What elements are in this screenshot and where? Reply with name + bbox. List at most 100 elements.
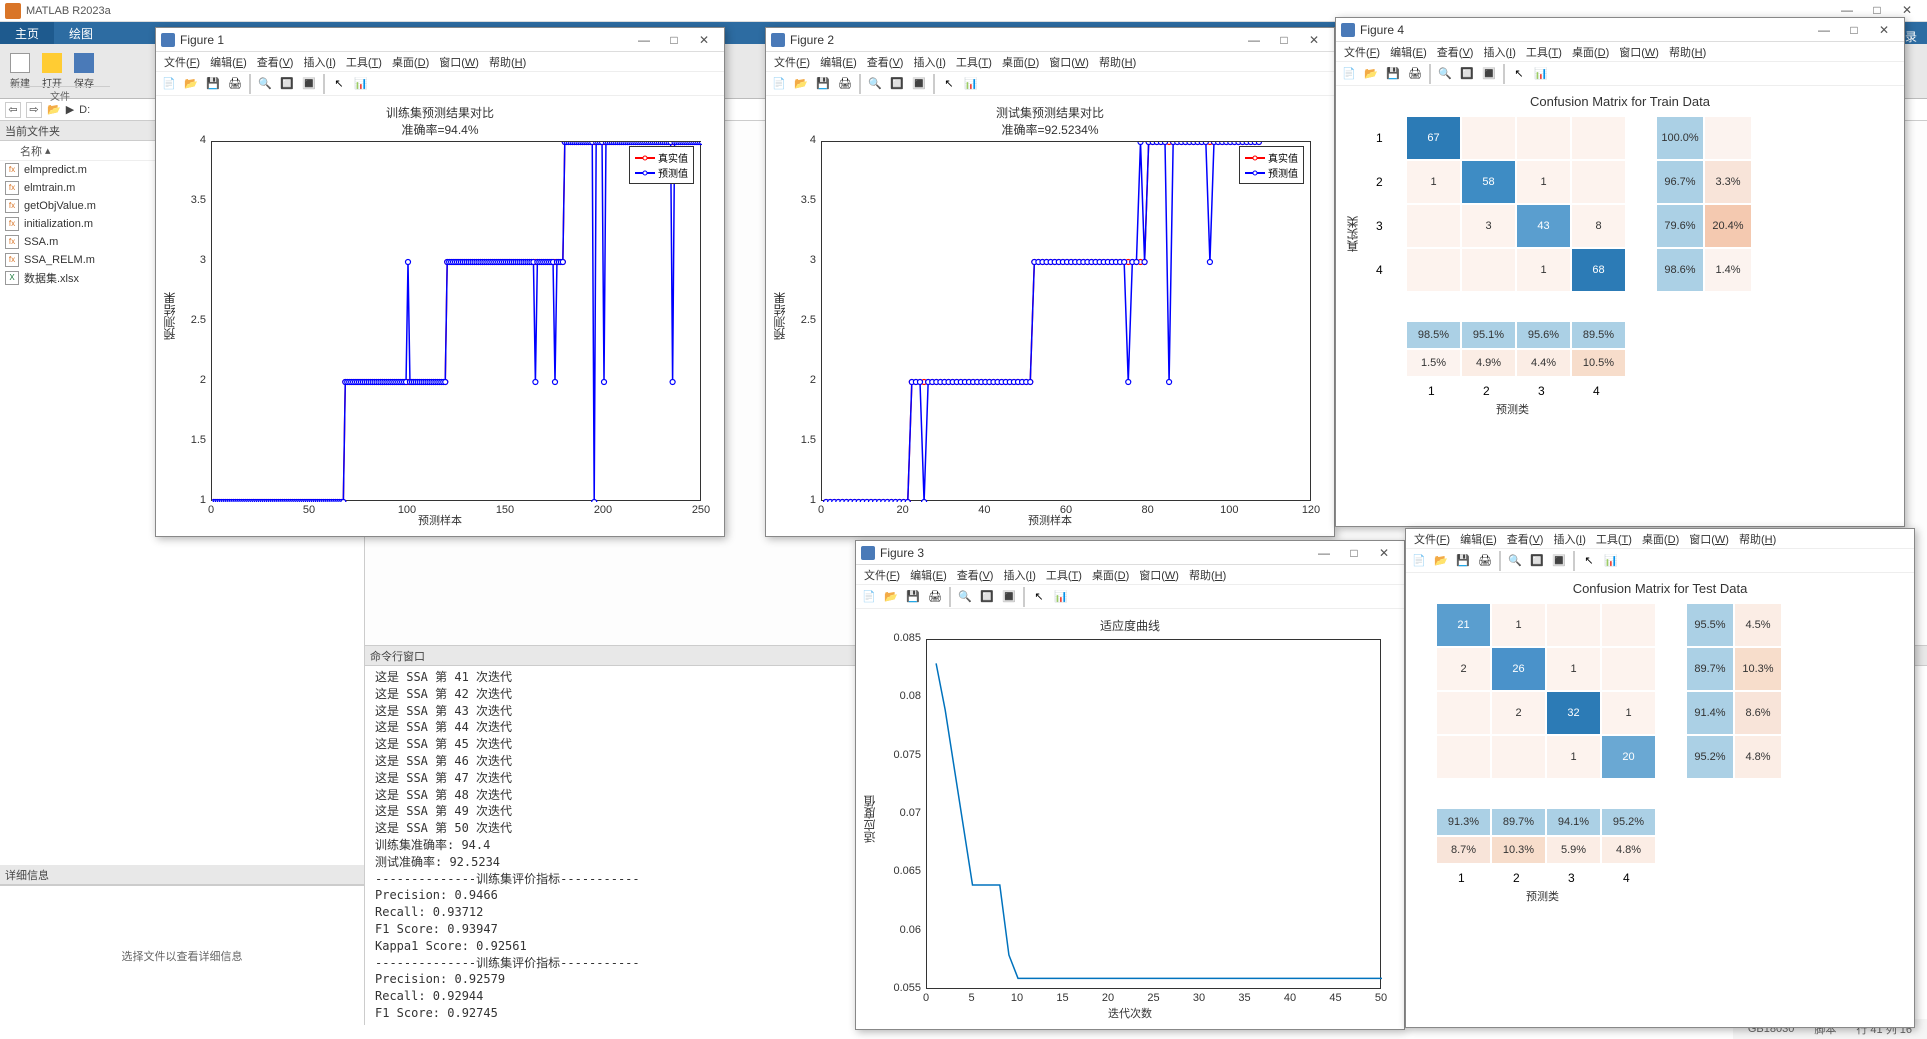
menu-文件[interactable]: 文件(F) <box>1339 44 1385 60</box>
menu-插入[interactable]: 插入(I) <box>1478 44 1520 60</box>
menu-桌面[interactable]: 桌面(D) <box>387 54 434 70</box>
toolbar-icon[interactable]: 📄 <box>1339 64 1359 84</box>
toolbar-icon[interactable]: 🖨 <box>1405 64 1425 84</box>
minimize-button[interactable]: — <box>1309 543 1339 563</box>
menu-插入[interactable]: 插入(I) <box>1548 531 1590 547</box>
menu-编辑[interactable]: 编辑(E) <box>205 54 252 70</box>
toolbar-icon[interactable]: 📂 <box>1361 64 1381 84</box>
toolbar-icon[interactable]: 🔍 <box>865 74 885 94</box>
forward-button[interactable]: ⇨ <box>26 102 42 118</box>
new-button[interactable]: 新建 <box>5 51 35 91</box>
toolbar-icon[interactable]: 🖨 <box>225 74 245 94</box>
toolbar-icon[interactable]: 💾 <box>203 74 223 94</box>
toolbar-icon[interactable]: 📊 <box>1601 551 1621 571</box>
close-button[interactable]: ✕ <box>689 30 719 50</box>
figure-2-titlebar[interactable]: Figure 2 — □ ✕ <box>766 28 1334 52</box>
toolbar-icon[interactable]: 🖨 <box>925 587 945 607</box>
toolbar-icon[interactable]: 🔍 <box>955 587 975 607</box>
toolbar-icon[interactable]: 📄 <box>159 74 179 94</box>
menu-编辑[interactable]: 编辑(E) <box>815 54 862 70</box>
toolbar-icon[interactable]: 🔳 <box>299 74 319 94</box>
toolbar-icon[interactable]: 🔍 <box>1505 551 1525 571</box>
menu-文件[interactable]: 文件(F) <box>1409 531 1455 547</box>
toolbar-icon[interactable]: 📄 <box>859 587 879 607</box>
back-button[interactable]: ⇦ <box>5 102 21 118</box>
toolbar-icon[interactable]: 🖨 <box>835 74 855 94</box>
close-button[interactable]: ✕ <box>1299 30 1329 50</box>
save-button[interactable]: 保存 <box>69 51 99 91</box>
menu-查看[interactable]: 查看(V) <box>862 54 909 70</box>
menu-帮助[interactable]: 帮助(H) <box>1184 567 1231 583</box>
menu-窗口[interactable]: 窗口(W) <box>1684 531 1734 547</box>
ribbon-tab-home[interactable]: 主页 <box>0 22 54 44</box>
path-segment[interactable]: D: <box>79 104 90 116</box>
toolbar-icon[interactable]: 💾 <box>1453 551 1473 571</box>
toolbar-icon[interactable]: 💾 <box>903 587 923 607</box>
menu-工具[interactable]: 工具(T) <box>951 54 997 70</box>
toolbar-icon[interactable]: 📊 <box>961 74 981 94</box>
menu-窗口[interactable]: 窗口(W) <box>1614 44 1664 60</box>
toolbar-icon[interactable]: 🔳 <box>1549 551 1569 571</box>
toolbar-icon[interactable]: ↖ <box>1029 587 1049 607</box>
toolbar-icon[interactable]: 🔳 <box>909 74 929 94</box>
menu-编辑[interactable]: 编辑(E) <box>905 567 952 583</box>
figure-1-titlebar[interactable]: Figure 1 — □ ✕ <box>156 28 724 52</box>
menu-帮助[interactable]: 帮助(H) <box>1734 531 1781 547</box>
menu-工具[interactable]: 工具(T) <box>1591 531 1637 547</box>
menu-桌面[interactable]: 桌面(D) <box>997 54 1044 70</box>
menu-查看[interactable]: 查看(V) <box>1432 44 1479 60</box>
maximize-button[interactable]: □ <box>659 30 689 50</box>
toolbar-icon[interactable]: 📂 <box>791 74 811 94</box>
menu-桌面[interactable]: 桌面(D) <box>1567 44 1614 60</box>
menu-帮助[interactable]: 帮助(H) <box>484 54 531 70</box>
menu-插入[interactable]: 插入(I) <box>998 567 1040 583</box>
toolbar-icon[interactable]: 🖨 <box>1475 551 1495 571</box>
menu-帮助[interactable]: 帮助(H) <box>1664 44 1711 60</box>
menu-查看[interactable]: 查看(V) <box>1502 531 1549 547</box>
toolbar-icon[interactable]: 🔲 <box>277 74 297 94</box>
menu-工具[interactable]: 工具(T) <box>1041 567 1087 583</box>
toolbar-icon[interactable]: 🔍 <box>1435 64 1455 84</box>
menu-工具[interactable]: 工具(T) <box>1521 44 1567 60</box>
close-button[interactable]: ✕ <box>1869 20 1899 40</box>
toolbar-icon[interactable]: 💾 <box>1383 64 1403 84</box>
menu-插入[interactable]: 插入(I) <box>908 54 950 70</box>
maximize-button[interactable]: □ <box>1839 20 1869 40</box>
open-button[interactable]: 打开 <box>37 51 67 91</box>
toolbar-icon[interactable]: 🔳 <box>1479 64 1499 84</box>
menu-文件[interactable]: 文件(F) <box>859 567 905 583</box>
menu-文件[interactable]: 文件(F) <box>769 54 815 70</box>
toolbar-icon[interactable]: 🔲 <box>1527 551 1547 571</box>
toolbar-icon[interactable]: 📊 <box>351 74 371 94</box>
toolbar-icon[interactable]: ↖ <box>939 74 959 94</box>
menu-桌面[interactable]: 桌面(D) <box>1637 531 1684 547</box>
toolbar-icon[interactable]: ↖ <box>1579 551 1599 571</box>
figure-3-titlebar[interactable]: Figure 3 — □ ✕ <box>856 541 1404 565</box>
minimize-button[interactable]: — <box>1239 30 1269 50</box>
menu-窗口[interactable]: 窗口(W) <box>1044 54 1094 70</box>
menu-文件[interactable]: 文件(F) <box>159 54 205 70</box>
close-button[interactable]: ✕ <box>1369 543 1399 563</box>
toolbar-icon[interactable]: 📊 <box>1051 587 1071 607</box>
toolbar-icon[interactable]: 🔳 <box>999 587 1019 607</box>
menu-窗口[interactable]: 窗口(W) <box>434 54 484 70</box>
toolbar-icon[interactable]: 📂 <box>181 74 201 94</box>
toolbar-icon[interactable]: 💾 <box>813 74 833 94</box>
menu-编辑[interactable]: 编辑(E) <box>1455 531 1502 547</box>
menu-桌面[interactable]: 桌面(D) <box>1087 567 1134 583</box>
ribbon-tab-plot[interactable]: 绘图 <box>54 22 108 44</box>
toolbar-icon[interactable]: ↖ <box>1509 64 1529 84</box>
toolbar-icon[interactable]: 🔲 <box>977 587 997 607</box>
toolbar-icon[interactable]: 🔍 <box>255 74 275 94</box>
menu-编辑[interactable]: 编辑(E) <box>1385 44 1432 60</box>
menu-查看[interactable]: 查看(V) <box>952 567 999 583</box>
menu-插入[interactable]: 插入(I) <box>298 54 340 70</box>
toolbar-icon[interactable]: ↖ <box>329 74 349 94</box>
minimize-button[interactable]: — <box>629 30 659 50</box>
toolbar-icon[interactable]: 📄 <box>769 74 789 94</box>
figure-4-titlebar[interactable]: Figure 4 — □ ✕ <box>1336 18 1904 42</box>
toolbar-icon[interactable]: 🔲 <box>1457 64 1477 84</box>
menu-窗口[interactable]: 窗口(W) <box>1134 567 1184 583</box>
toolbar-icon[interactable]: 📊 <box>1531 64 1551 84</box>
menu-帮助[interactable]: 帮助(H) <box>1094 54 1141 70</box>
